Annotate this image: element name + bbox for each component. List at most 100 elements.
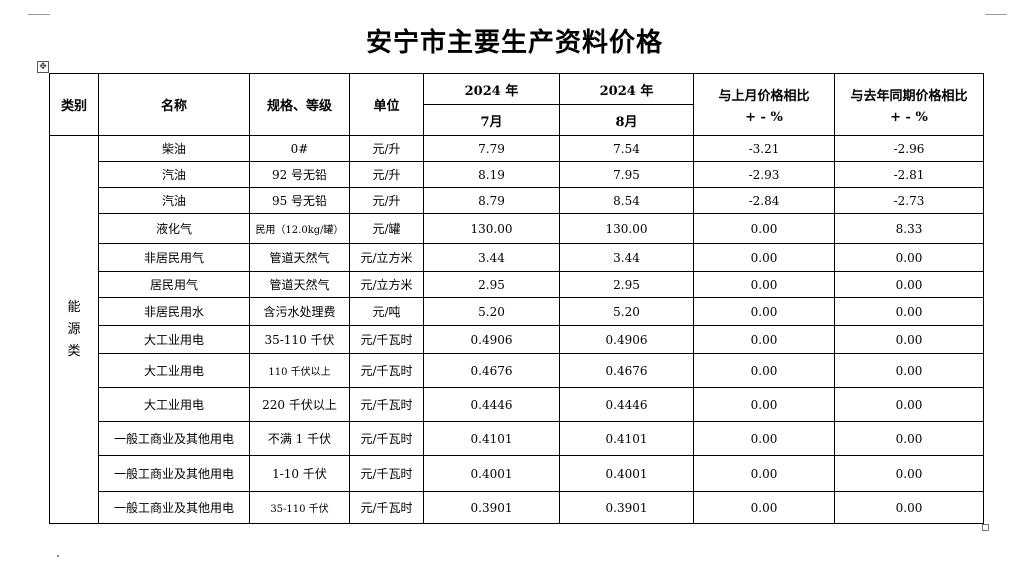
document-title: 安宁市主要生产资料价格 — [365, 28, 663, 58]
curr-price-cell: 0.4001 — [559, 455, 694, 492]
curr-price-cell: 7.54 — [559, 135, 694, 162]
curr-price-cell: 130.00 — [559, 213, 694, 244]
table-resize-handle-icon[interactable] — [982, 524, 989, 531]
curr-price-cell: 0.4906 — [559, 325, 694, 354]
table-row: 大工业用电 110 千伏以上 元/千瓦时 0.4676 0.4676 0.00 0.00 — [50, 353, 984, 388]
yoy-change-cell: 0.00 — [834, 421, 984, 456]
spec-cell: 35-110 千伏 — [249, 325, 350, 354]
page-corner-marker-left — [28, 8, 50, 15]
curr-price-cell: 8.54 — [559, 187, 694, 214]
curr-price-cell: 3.44 — [559, 243, 694, 272]
spec-cell: 110 千伏以上 — [249, 353, 350, 388]
mom-change-cell: 0.00 — [693, 297, 835, 326]
table-row: 大工业用电 220 千伏以上 元/千瓦时 0.4446 0.4446 0.00 0.00 — [50, 387, 984, 422]
curr-price-cell: 2.95 — [559, 271, 694, 298]
prev-price-cell: 7.79 — [423, 135, 560, 162]
mom-change-cell: 0.00 — [693, 353, 835, 388]
curr-price-cell: 0.4101 — [559, 421, 694, 456]
mom-change-cell: 0.00 — [693, 325, 835, 354]
prev-price-cell: 0.3901 — [423, 491, 560, 524]
yoy-change-cell: 0.00 — [834, 271, 984, 298]
prev-price-cell: 2.95 — [423, 271, 560, 298]
header-curr-year: 2024 年 — [559, 73, 694, 105]
spec-cell: 0# — [249, 135, 350, 162]
spec-cell: 含污水处理费 — [249, 297, 350, 326]
spec-cell: 民用（12.0kg/罐） — [249, 213, 350, 244]
mom-change-cell: -2.84 — [693, 187, 835, 214]
table-row: 非居民用气 管道天然气 元/立方米 3.44 3.44 0.00 0.00 — [50, 243, 984, 272]
prev-price-cell: 0.4101 — [423, 421, 560, 456]
prev-price-cell: 3.44 — [423, 243, 560, 272]
table-row: 居民用气 管道天然气 元/立方米 2.95 2.95 0.00 0.00 — [50, 271, 984, 298]
header-yoy-label: 与去年同期价格相比 — [850, 88, 968, 104]
mom-change-cell: 0.00 — [693, 213, 835, 244]
prev-price-cell: 8.19 — [423, 161, 560, 188]
table-row: 非居民用水 含污水处理费 元/吨 5.20 5.20 0.00 0.00 — [50, 297, 984, 326]
mom-change-cell: 0.00 — [693, 243, 835, 272]
table-row: 汽油 95 号无铅 元/升 8.79 8.54 -2.84 -2.73 — [50, 187, 984, 214]
mom-change-cell: -2.93 — [693, 161, 835, 188]
unit-cell: 元/千瓦时 — [349, 421, 424, 456]
name-cell: 一般工商业及其他用电 — [98, 421, 250, 456]
header-prev-month: 7月 — [423, 104, 560, 136]
spec-cell: 管道天然气 — [249, 243, 350, 272]
mom-change-cell: 0.00 — [693, 387, 835, 422]
table-row: 大工业用电 35-110 千伏 元/千瓦时 0.4906 0.4906 0.00 0.00 — [50, 325, 984, 354]
unit-cell: 元/立方米 — [349, 243, 424, 272]
category-char: 类 — [67, 343, 81, 359]
name-cell: 大工业用电 — [98, 325, 250, 354]
header-prev-year: 2024 年 — [423, 73, 560, 105]
name-cell: 居民用气 — [98, 271, 250, 298]
table-move-handle-icon[interactable]: ✥ — [37, 61, 49, 73]
spec-cell: 220 千伏以上 — [249, 387, 350, 422]
prev-price-cell: 0.4906 — [423, 325, 560, 354]
prev-price-cell: 0.4676 — [423, 353, 560, 388]
prev-price-cell: 0.4446 — [423, 387, 560, 422]
curr-price-cell: 5.20 — [559, 297, 694, 326]
spec-cell: 不满 1 千伏 — [249, 421, 350, 456]
unit-cell: 元/千瓦时 — [349, 491, 424, 524]
name-cell: 汽油 — [98, 187, 250, 214]
category-cell: 能源类 — [49, 135, 99, 524]
yoy-change-cell: 0.00 — [834, 325, 984, 354]
unit-cell: 元/千瓦时 — [349, 455, 424, 492]
name-cell: 大工业用电 — [98, 387, 250, 422]
table-row: 液化气 民用（12.0kg/罐） 元/罐 130.00 130.00 0.00 8.33 — [50, 213, 984, 244]
header-mom-unit: + - % — [745, 109, 783, 125]
mom-change-cell: 0.00 — [693, 455, 835, 492]
curr-price-cell: 0.4676 — [559, 353, 694, 388]
name-cell: 柴油 — [98, 135, 250, 162]
yoy-change-cell: 0.00 — [834, 491, 984, 524]
header-mom: 与上月价格相比 + - % — [693, 73, 835, 136]
spec-cell: 92 号无铅 — [249, 161, 350, 188]
unit-cell: 元/吨 — [349, 297, 424, 326]
header-unit: 单位 — [349, 73, 424, 136]
curr-price-cell: 7.95 — [559, 161, 694, 188]
unit-cell: 元/升 — [349, 187, 424, 214]
unit-cell: 元/千瓦时 — [349, 325, 424, 354]
mom-change-cell: 0.00 — [693, 491, 835, 524]
unit-cell: 元/升 — [349, 135, 424, 162]
yoy-change-cell: -2.73 — [834, 187, 984, 214]
yoy-change-cell: 0.00 — [834, 297, 984, 326]
unit-cell: 元/罐 — [349, 213, 424, 244]
page-dot-marker — [57, 555, 59, 557]
name-cell: 汽油 — [98, 161, 250, 188]
curr-price-cell: 0.3901 — [559, 491, 694, 524]
mom-change-cell: -3.21 — [693, 135, 835, 162]
yoy-change-cell: 0.00 — [834, 455, 984, 492]
prev-price-cell: 5.20 — [423, 297, 560, 326]
category-char: 源 — [67, 321, 81, 337]
name-cell: 非居民用水 — [98, 297, 250, 326]
unit-cell: 元/升 — [349, 161, 424, 188]
prev-price-cell: 130.00 — [423, 213, 560, 244]
unit-cell: 元/千瓦时 — [349, 387, 424, 422]
header-name: 名称 — [98, 73, 250, 136]
price-table: 类别 名称 规格、等级 单位 2024 年 2024 年 与上月价格相比 + -… — [49, 73, 984, 524]
spec-cell: 35-110 千伏 — [249, 491, 350, 524]
table-row: 一般工商业及其他用电 1-10 千伏 元/千瓦时 0.4001 0.4001 0.00 0.… — [50, 455, 984, 492]
yoy-change-cell: 0.00 — [834, 387, 984, 422]
name-cell: 大工业用电 — [98, 353, 250, 388]
table-row: 汽油 92 号无铅 元/升 8.19 7.95 -2.93 -2.81 — [50, 161, 984, 188]
name-cell: 液化气 — [98, 213, 250, 244]
